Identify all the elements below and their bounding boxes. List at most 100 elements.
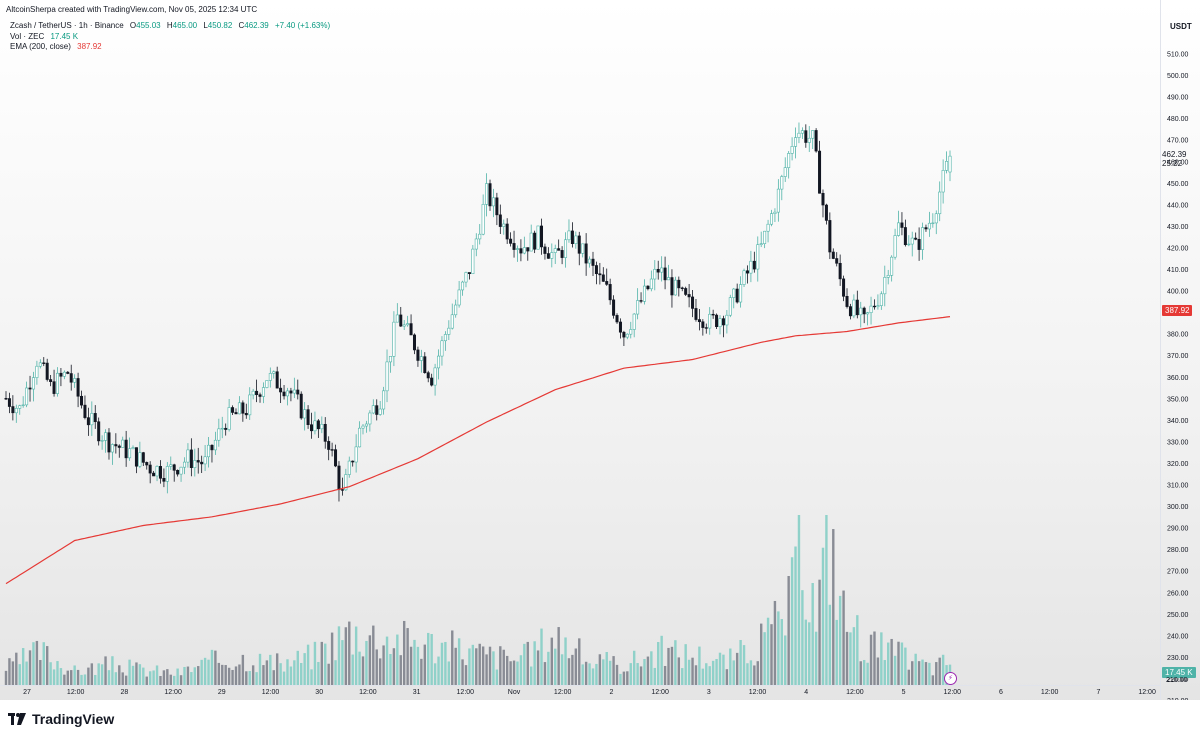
volume-bar — [519, 655, 523, 685]
volume-bar — [615, 664, 619, 685]
candle-body — [21, 404, 25, 407]
volume-bar — [348, 621, 351, 685]
volume-bar — [698, 646, 701, 685]
candle-body — [618, 321, 622, 333]
candle-body — [543, 246, 547, 254]
current-price-tag: 462.39 25:22 — [1162, 150, 1186, 168]
volume-bar — [887, 642, 890, 685]
candle-body — [845, 295, 849, 307]
volume-bar — [746, 663, 749, 685]
candle-body — [934, 213, 938, 224]
candle-body — [522, 247, 526, 254]
candle-body — [285, 390, 289, 397]
volume-bar — [938, 657, 941, 685]
volume-bar — [437, 656, 440, 685]
volume-bar — [80, 674, 83, 685]
volume-bar — [413, 639, 416, 685]
candle-body — [25, 387, 29, 406]
volume-bar — [430, 634, 433, 685]
candle-body — [337, 465, 341, 490]
candle-body — [900, 222, 904, 228]
volume-bar — [526, 641, 529, 685]
candle-body — [879, 293, 883, 306]
candle-body — [564, 239, 568, 258]
candle-body — [261, 387, 265, 397]
price-chart-svg[interactable]: 210.00220.00230.00240.00250.00260.00270.… — [0, 0, 1200, 700]
volume-bar — [66, 670, 69, 685]
candle-body — [114, 444, 118, 447]
time-tick-label: 12:00 — [164, 689, 182, 696]
candle-body — [217, 428, 221, 441]
candle-body — [948, 155, 952, 173]
candle-body — [660, 267, 664, 273]
volume-bar — [718, 652, 722, 685]
candle-body — [907, 243, 911, 246]
candle-body — [598, 273, 602, 276]
time-tick-label: 12:00 — [554, 689, 572, 696]
volume-bar — [324, 643, 327, 685]
candle-body — [375, 405, 379, 415]
volume-bar — [790, 557, 794, 685]
price-tick-label: 410.00 — [1167, 267, 1189, 274]
candle-body — [876, 305, 880, 308]
price-tick-label: 400.00 — [1167, 289, 1189, 296]
volume-bar — [530, 666, 533, 685]
price-tick-label: 290.00 — [1167, 526, 1189, 533]
volume-bar — [759, 623, 763, 685]
volume-bar — [808, 622, 811, 685]
candle-body — [883, 277, 887, 295]
volume-bar — [608, 660, 612, 685]
volume-bar — [643, 659, 646, 685]
price-unit-label[interactable]: USDT — [1170, 22, 1192, 31]
candle-body — [608, 284, 612, 301]
volume-bar — [269, 654, 272, 685]
volume-bar — [705, 663, 708, 685]
volume-bar — [49, 662, 52, 685]
candle-body — [121, 439, 125, 448]
volume-bar — [801, 590, 804, 685]
candle-body — [893, 235, 897, 258]
candle-body — [921, 227, 925, 250]
lightning-icon[interactable]: ⚡ — [944, 672, 957, 685]
candle-body — [938, 191, 942, 215]
volume-bar — [234, 666, 238, 685]
candle-body — [73, 378, 77, 383]
candle-body — [639, 300, 643, 302]
volume-legend: Vol · ZEC 17.45 K — [10, 32, 78, 41]
candle-body — [708, 313, 712, 329]
candle-body — [430, 377, 434, 386]
volume-bar — [378, 658, 382, 685]
candle-body — [732, 288, 736, 298]
candle-body — [450, 314, 454, 329]
volume-bar — [468, 648, 471, 685]
volume-bar — [293, 660, 296, 685]
candle-body — [629, 329, 633, 335]
candle-body — [835, 258, 839, 264]
volume-bar — [289, 666, 293, 685]
time-axis-labels[interactable]: 27 12:00 28 12:00 29 12:00 30 12:00 31 12:00 Nov 12… — [23, 689, 1156, 696]
volume-bar — [341, 640, 344, 685]
volume-bar — [63, 674, 66, 685]
candle-body — [718, 318, 722, 328]
volume-bar — [756, 661, 759, 685]
volume-bar — [409, 646, 413, 685]
candle-body — [299, 393, 303, 419]
candle-body — [14, 408, 18, 414]
candle-body — [320, 423, 324, 430]
volume-bar — [214, 650, 217, 685]
candle-body — [447, 327, 451, 335]
volume-bar — [241, 654, 245, 685]
candles — [4, 122, 952, 502]
volume-bar — [354, 626, 358, 685]
candle-body — [131, 447, 135, 450]
candle-body — [485, 183, 489, 205]
candle-body — [715, 314, 719, 328]
price-tick-label: 420.00 — [1167, 245, 1189, 252]
price-axis-labels[interactable]: 210.00220.00230.00240.00250.00260.00270.… — [1167, 52, 1189, 700]
tradingview-logo[interactable]: TradingView — [8, 711, 114, 727]
candle-body — [605, 281, 609, 285]
candle-body — [316, 420, 320, 430]
candle-body — [684, 288, 688, 295]
volume-bar — [159, 675, 162, 685]
